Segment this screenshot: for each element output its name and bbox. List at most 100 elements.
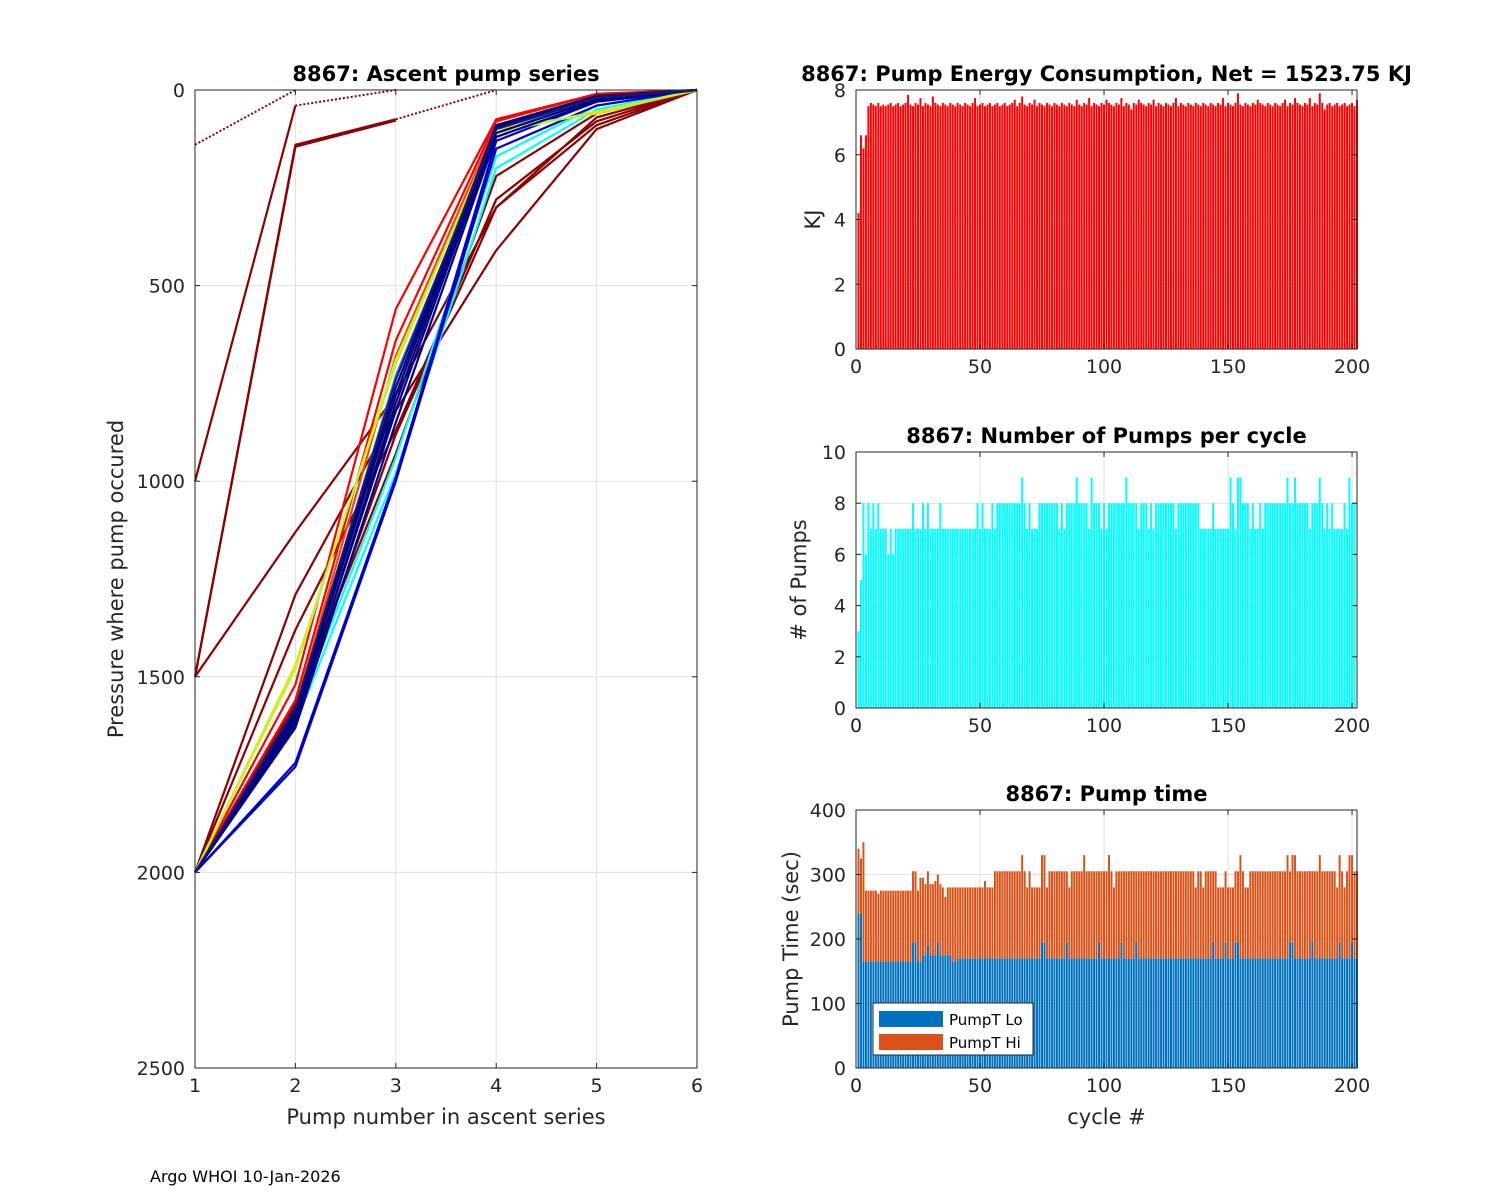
bar-pumpt-hi — [1018, 871, 1021, 959]
bar — [1060, 503, 1063, 708]
bar-pumpt-lo — [857, 913, 860, 1068]
bar-pumpt-hi — [917, 890, 919, 962]
bar — [1107, 102, 1110, 349]
ascent-series-line — [194, 88, 698, 873]
bar — [1217, 528, 1220, 708]
bar — [1212, 104, 1215, 349]
bar — [887, 104, 890, 349]
bar — [1204, 104, 1207, 349]
bar — [1083, 102, 1086, 349]
bar-pumpt-hi — [1070, 871, 1073, 959]
bar-pumpt-hi — [1182, 871, 1185, 959]
bar — [946, 528, 949, 708]
bar-pumpt-hi — [996, 871, 999, 959]
bar-pumpt-hi — [1023, 871, 1026, 959]
bar — [1338, 528, 1341, 708]
bar-pumpt-hi — [889, 890, 892, 962]
bar-pumpt-lo — [1130, 958, 1133, 1068]
bar — [1351, 102, 1354, 349]
x-tick-label: 50 — [968, 356, 992, 378]
bar-pumpt-hi — [1326, 871, 1329, 959]
x-tick-label: 200 — [1334, 356, 1370, 378]
bar — [1055, 104, 1058, 349]
bar-pumpt-hi — [1194, 887, 1197, 959]
bar — [1162, 106, 1165, 349]
y-tick-label: 6 — [834, 544, 846, 566]
bar — [1065, 106, 1068, 349]
bar — [1286, 106, 1289, 349]
bar — [1130, 109, 1133, 349]
bar — [1336, 102, 1339, 349]
bar — [1294, 98, 1296, 349]
bar — [1301, 503, 1304, 708]
bar-pumpt-hi — [1093, 871, 1096, 959]
ascent-series-line — [295, 89, 396, 107]
ascent-series-line — [194, 88, 698, 678]
bar-pumpt-lo — [1271, 958, 1274, 1068]
bar — [949, 528, 952, 708]
bar-pumpt-lo — [1058, 958, 1061, 1068]
bar — [1182, 104, 1185, 349]
bar-pumpt-hi — [1346, 871, 1349, 959]
bar-pumpt-hi — [1318, 855, 1321, 959]
bar-pumpt-hi — [864, 890, 867, 962]
bar-pumpt-hi — [1055, 871, 1058, 959]
bar-pumpt-hi — [1098, 871, 1101, 943]
x-tick-label: 3 — [390, 1075, 402, 1097]
bar — [872, 104, 875, 349]
bar — [1318, 477, 1321, 708]
bar-pumpt-hi — [874, 890, 877, 962]
bar — [1169, 503, 1172, 708]
bar — [1093, 102, 1096, 349]
bar — [1346, 528, 1349, 708]
bar-pumpt-lo — [1318, 958, 1321, 1068]
bar — [877, 102, 880, 349]
y-tick-label: 6 — [834, 145, 846, 167]
bar — [981, 102, 984, 349]
bar-pumpt-lo — [1266, 958, 1269, 1068]
bar-pumpt-hi — [877, 893, 880, 962]
y-tick-label: 0 — [834, 698, 846, 720]
bar-pumpt-hi — [1078, 871, 1081, 959]
bar — [1075, 99, 1078, 350]
bar-pumpt-lo — [1088, 958, 1091, 1068]
bar — [1070, 503, 1073, 708]
bar — [1055, 503, 1058, 708]
bar — [1254, 104, 1257, 349]
bar-pumpt-hi — [1336, 887, 1339, 959]
y-tick-label: 8 — [834, 80, 846, 102]
bar-pumpt-hi — [1095, 871, 1098, 959]
bar-pumpt-lo — [1157, 958, 1160, 1068]
bar-pumpt-hi — [1266, 871, 1269, 959]
legend: PumpT Lo PumpT Hi — [872, 1002, 1034, 1056]
bar-pumpt-lo — [1343, 958, 1346, 1068]
bar-pumpt-hi — [892, 890, 895, 962]
bar-pumpt-lo — [1041, 942, 1043, 1068]
y-tick-label: 0 — [834, 1058, 846, 1080]
bar-pumpt-lo — [1115, 958, 1118, 1068]
bar-pumpt-hi — [1254, 871, 1257, 959]
bar — [1073, 503, 1076, 708]
bar — [1202, 102, 1205, 349]
y-tick-label: 2 — [834, 647, 846, 669]
chart-title: 8867: Ascent pump series — [292, 62, 599, 86]
bar — [941, 528, 944, 708]
bar-pumpt-lo — [1090, 958, 1093, 1068]
bar-pumpt-hi — [1028, 871, 1031, 959]
x-tick-label: 0 — [850, 1075, 862, 1097]
bar — [907, 528, 910, 708]
bar-pumpt-hi — [1085, 871, 1088, 959]
bar — [1182, 503, 1185, 708]
bar — [1306, 104, 1309, 349]
bar-pumpt-hi — [926, 871, 929, 946]
y-tick-label: 200 — [810, 929, 846, 951]
bar — [991, 106, 994, 349]
bar-pumpt-hi — [1321, 871, 1324, 959]
ascent-pump-axes: 1 2 3 4 5 6 0 500 1000 1500 2000 2500 8867: Ascent p… — [104, 62, 703, 1129]
bar — [1155, 503, 1158, 708]
bar — [1348, 104, 1351, 349]
bar — [1016, 106, 1019, 349]
y-tick-label: 400 — [810, 800, 846, 822]
bar — [1026, 528, 1029, 708]
